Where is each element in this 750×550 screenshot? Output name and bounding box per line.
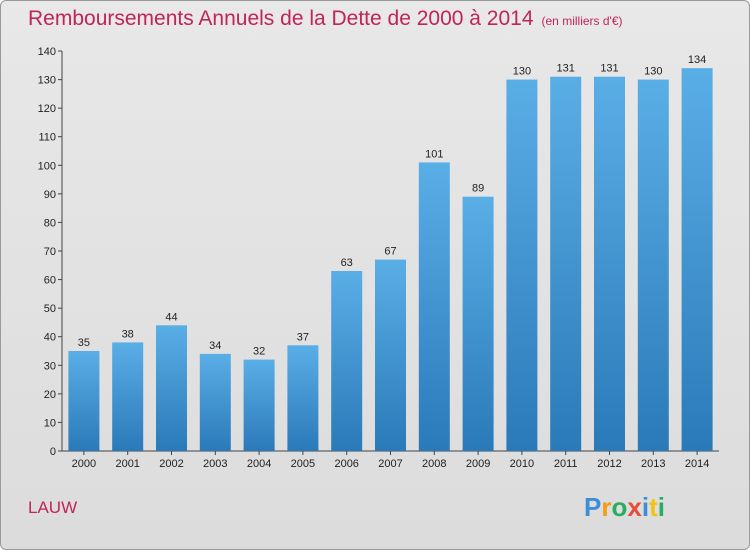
y-tick-label: 20: [44, 389, 56, 401]
y-tick-label: 30: [44, 360, 56, 372]
x-tick-label-2010: 2010: [510, 458, 534, 470]
data-label-2003: 34: [209, 340, 221, 352]
y-tick-label: 130: [38, 75, 56, 87]
bar-2003: [199, 353, 231, 451]
bar-2014: [681, 68, 713, 452]
bar-2013: [637, 79, 669, 452]
data-label-2001: 38: [122, 328, 134, 340]
data-label-2011: 131: [557, 63, 575, 75]
bar-2001: [112, 342, 144, 451]
y-tick-label: 60: [44, 275, 56, 287]
bar-2012: [594, 76, 625, 451]
proxiti-logo[interactable]: Proxiti: [584, 491, 689, 523]
bar-2004: [243, 359, 275, 451]
y-tick-label: 70: [44, 246, 56, 258]
data-label-2012: 131: [600, 63, 618, 75]
y-tick-label: 100: [38, 160, 56, 172]
data-label-2008: 101: [425, 148, 443, 160]
y-tick-label: 0: [50, 446, 56, 458]
x-tick-label-2002: 2002: [159, 458, 183, 470]
chart-title-text: Remboursements Annuels de la Dette de 20…: [28, 7, 534, 30]
data-label-2006: 63: [341, 257, 353, 269]
bar-2007: [375, 259, 406, 451]
svg-text:Proxiti: Proxiti: [584, 492, 665, 522]
data-label-2005: 37: [297, 331, 309, 343]
x-tick-label-2004: 2004: [247, 458, 271, 470]
bar-2006: [331, 271, 363, 451]
town-name: LAUW: [28, 498, 78, 517]
y-tick-label: 50: [44, 303, 56, 315]
y-tick-label: 40: [44, 332, 56, 344]
y-tick-label: 10: [44, 417, 56, 429]
bar-2010: [506, 79, 538, 452]
bar-2011: [550, 76, 582, 451]
chart-bars: [68, 68, 713, 452]
chart-title: Remboursements Annuels de la Dette de 20…: [28, 7, 623, 31]
data-label-2007: 67: [384, 246, 396, 258]
bar-2005: [287, 345, 319, 451]
x-tick-label-2003: 2003: [203, 458, 227, 470]
y-tick-label: 110: [38, 132, 56, 144]
x-tick-label-2005: 2005: [291, 458, 315, 470]
x-tick-label-2013: 2013: [641, 458, 665, 470]
y-tick-label: 140: [38, 46, 56, 58]
x-tick-label-2011: 2011: [554, 458, 578, 470]
x-tick-label-2001: 2001: [115, 458, 139, 470]
bar-2008: [418, 162, 450, 451]
x-tick-label-2006: 2006: [334, 458, 358, 470]
bar-2009: [462, 196, 494, 451]
chart-labels: 2000 35 2001 38 2002 44 2003 34 2004 32 2005 37 2006…: [72, 54, 710, 470]
chart-subtitle: (en milliers d'€): [541, 14, 623, 28]
x-tick-label-2000: 2000: [72, 458, 96, 470]
data-label-2014: 134: [688, 54, 706, 66]
x-tick-label-2007: 2007: [378, 458, 402, 470]
x-tick-label-2009: 2009: [466, 458, 490, 470]
y-tick-label: 80: [44, 217, 56, 229]
bar-2002: [156, 325, 187, 451]
data-label-2004: 32: [253, 346, 265, 358]
y-tick-label: 120: [38, 103, 56, 115]
data-label-2009: 89: [472, 183, 484, 195]
bar-2000: [68, 351, 100, 451]
x-tick-label-2014: 2014: [685, 458, 709, 470]
data-label-2000: 35: [78, 337, 90, 349]
x-tick-label-2008: 2008: [422, 458, 446, 470]
x-tick-label-2012: 2012: [597, 458, 621, 470]
y-tick-label: 90: [44, 189, 56, 201]
data-label-2010: 130: [513, 66, 531, 78]
data-label-2002: 44: [165, 311, 177, 323]
data-label-2013: 130: [644, 66, 662, 78]
